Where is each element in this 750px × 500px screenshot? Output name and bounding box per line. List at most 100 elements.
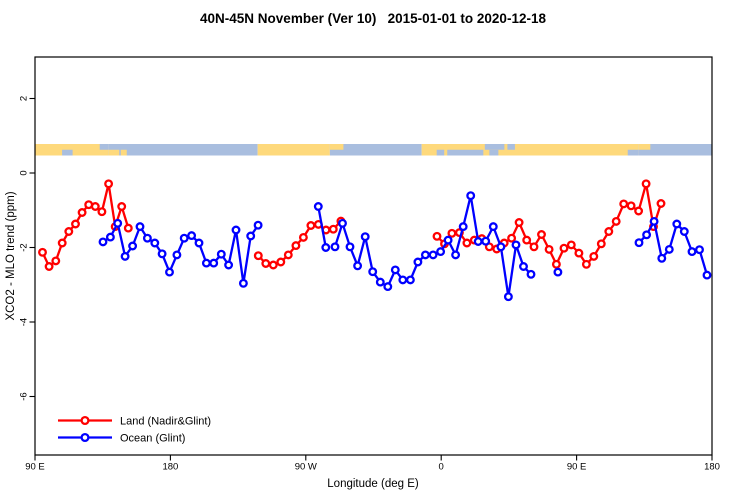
y-tick-label: 0 xyxy=(19,170,30,175)
data-point xyxy=(519,262,528,271)
land-patch xyxy=(108,149,120,156)
data-point xyxy=(224,260,234,270)
data-point xyxy=(97,207,107,217)
data-point xyxy=(511,240,521,250)
data-point xyxy=(447,228,457,238)
legend: Land (Nadir&Glint) Ocean (Glint) xyxy=(58,416,211,445)
data-point xyxy=(51,256,61,266)
data-point xyxy=(496,242,506,252)
data-point xyxy=(657,253,667,263)
data-point xyxy=(428,250,438,260)
legend-marker-land xyxy=(80,415,90,426)
data-point xyxy=(306,221,316,230)
data-point xyxy=(466,191,476,201)
data-point xyxy=(105,232,115,242)
data-point xyxy=(488,222,498,232)
land-patch xyxy=(638,144,651,150)
data-point xyxy=(514,218,524,227)
data-point xyxy=(581,259,591,269)
data-point xyxy=(246,231,256,241)
data-point xyxy=(537,230,546,239)
data-point xyxy=(238,278,248,288)
ocean-segment xyxy=(108,144,258,156)
data-point xyxy=(702,270,712,280)
data-point xyxy=(128,241,138,251)
data-point xyxy=(38,247,47,257)
ocean-patch xyxy=(62,149,73,156)
y-axis-label: XCO2 - MLO trend (ppm) xyxy=(5,191,17,320)
data-point xyxy=(253,251,263,261)
y-axis-ticks: 2 0 -2 -4 -6 xyxy=(19,96,35,401)
ocean-patch xyxy=(489,149,499,156)
x-axis-ticks: 90 E 180 90 W 0 90 E 180 xyxy=(25,455,720,473)
data-point xyxy=(526,269,536,279)
data-point xyxy=(398,275,408,285)
data-point xyxy=(345,242,355,252)
data-point xyxy=(503,292,513,302)
data-point xyxy=(649,216,659,226)
data-point xyxy=(368,267,378,277)
data-point xyxy=(123,223,133,233)
data-point xyxy=(641,179,651,189)
data-point xyxy=(481,236,491,246)
data-point xyxy=(664,244,674,254)
data-point xyxy=(473,237,483,246)
legend-item-land: Land (Nadir&Glint) xyxy=(58,416,211,428)
data-point xyxy=(656,199,666,208)
ocean-patch xyxy=(436,149,445,156)
data-point xyxy=(559,243,569,253)
data-point xyxy=(187,231,197,241)
data-point xyxy=(551,259,561,269)
data-point xyxy=(77,208,87,217)
data-point xyxy=(64,227,74,236)
data-point xyxy=(165,267,174,277)
data-point xyxy=(57,238,67,248)
data-point xyxy=(142,233,152,243)
ocean-patch xyxy=(507,144,515,150)
data-point xyxy=(71,219,80,229)
data-point xyxy=(172,250,182,260)
data-point xyxy=(120,251,130,261)
data-point xyxy=(634,206,644,216)
data-point xyxy=(268,260,278,270)
land-patch xyxy=(329,144,344,150)
series-line xyxy=(317,206,327,248)
data-point xyxy=(157,249,167,259)
data-point xyxy=(209,258,219,268)
data-point xyxy=(338,218,347,228)
data-point xyxy=(261,259,271,268)
land-segment xyxy=(257,144,330,156)
x-tick-label: 90 W xyxy=(295,462,317,473)
data-point xyxy=(179,233,189,243)
data-point xyxy=(626,201,636,211)
data-point xyxy=(98,237,108,247)
data-point xyxy=(436,247,446,257)
y-tick-label: 2 xyxy=(19,96,30,101)
data-point xyxy=(451,250,461,260)
data-point xyxy=(574,248,584,258)
data-point xyxy=(553,267,563,277)
data-point xyxy=(201,258,211,268)
data-point xyxy=(150,238,160,248)
ocean-patch xyxy=(484,144,505,150)
data-point xyxy=(604,227,614,236)
data-point xyxy=(529,242,539,252)
x-tick-label: 180 xyxy=(704,462,720,473)
data-point xyxy=(330,242,340,252)
x-tick-label: 180 xyxy=(162,462,178,473)
data-point xyxy=(360,232,370,242)
data-point xyxy=(194,238,204,248)
data-point xyxy=(596,239,606,249)
data-point xyxy=(283,250,293,260)
data-point xyxy=(291,241,301,251)
chart-title: 40N-45N November (Ver 10) 2015-01-01 to … xyxy=(200,11,546,26)
y-tick-label: -4 xyxy=(19,318,30,326)
data-point xyxy=(90,202,100,211)
data-point xyxy=(413,257,423,267)
y-tick-label: -6 xyxy=(19,392,30,400)
data-point xyxy=(298,232,308,242)
land-series xyxy=(38,179,666,271)
data-point xyxy=(687,247,697,257)
data-point xyxy=(566,240,576,250)
